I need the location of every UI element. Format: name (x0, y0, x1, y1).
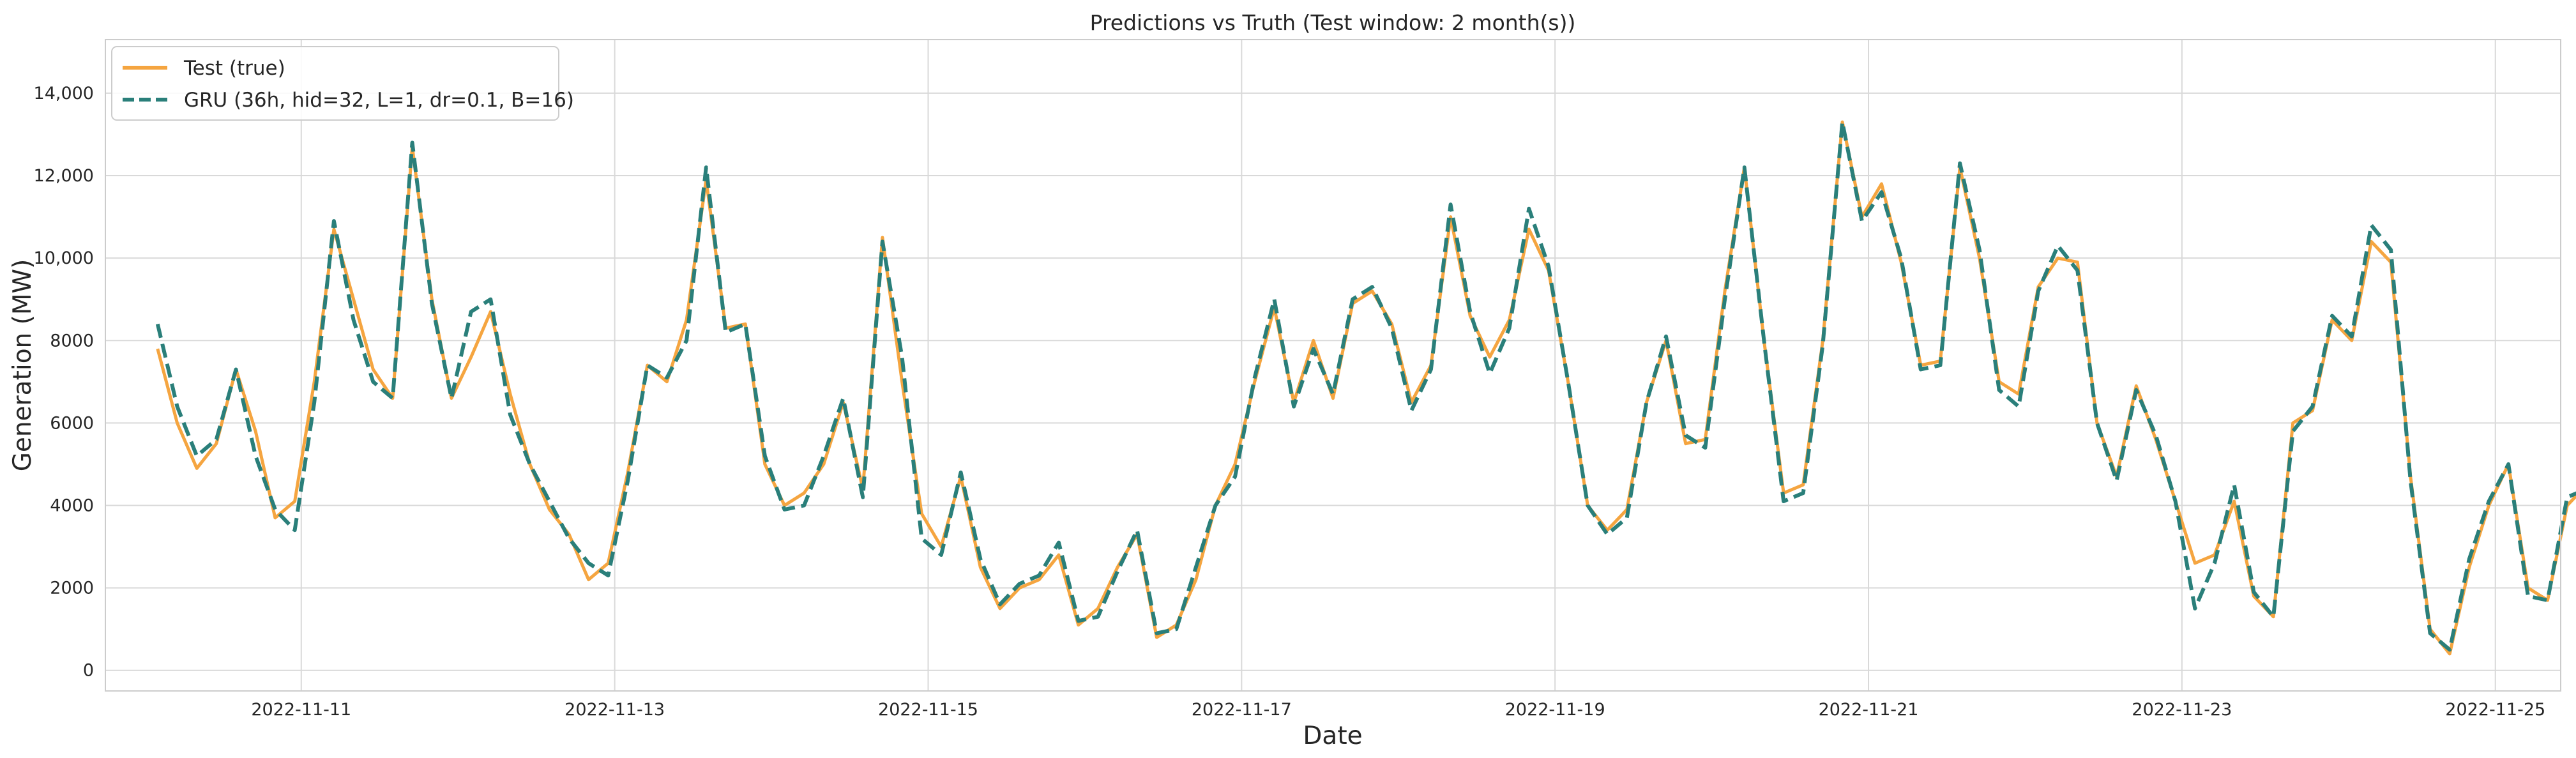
y-tick-label: 4000 (50, 496, 94, 515)
x-tick-label: 2022-11-17 (1192, 700, 1292, 720)
legend-label-2: GRU (36h, hid=32, L=1, dr=0.1, B=16) (184, 89, 574, 112)
x-tick-label: 2022-11-21 (1819, 700, 1919, 720)
y-tick-label: 14,000 (34, 84, 94, 103)
series-line-2 (155, 120, 2576, 652)
y-axis-label: Generation (MW) (8, 259, 37, 472)
y-tick-label: 8000 (50, 331, 94, 351)
x-axis-ticks: 2022-11-11 2022-11-13 2022-11-15 2022-11-17… (251, 700, 2545, 720)
y-tick-label: 10,000 (34, 248, 94, 268)
x-axis-label: Date (1303, 722, 1362, 750)
x-tick-label: 2022-11-15 (878, 700, 978, 720)
series-line-1 (156, 120, 2576, 656)
x-tick-label: 2022-11-13 (564, 700, 665, 720)
y-tick-label: 2000 (50, 579, 94, 598)
x-tick-label: 2022-11-23 (2132, 700, 2232, 720)
x-tick-label: 2022-11-25 (2445, 700, 2545, 720)
legend-box (111, 46, 559, 121)
chart-title: Predictions vs Truth (Test window: 2 mon… (1090, 10, 1576, 35)
plot-frame (105, 39, 2561, 692)
y-tick-label: 0 (83, 661, 94, 681)
x-tick-label: 2022-11-19 (1505, 700, 1605, 720)
series-layer (155, 120, 2576, 656)
x-tick-label: 2022-11-11 (251, 700, 351, 720)
legend: Test (true) GRU (36h, hid=32, L=1, dr=0.1… (111, 46, 574, 121)
y-tick-label: 6000 (50, 413, 94, 433)
y-axis-ticks: 0 2000 4000 6000 8000 10,000 12,000 14,000 (34, 84, 94, 681)
y-tick-label: 12,000 (34, 166, 94, 186)
legend-label-1: Test (true) (183, 57, 285, 80)
